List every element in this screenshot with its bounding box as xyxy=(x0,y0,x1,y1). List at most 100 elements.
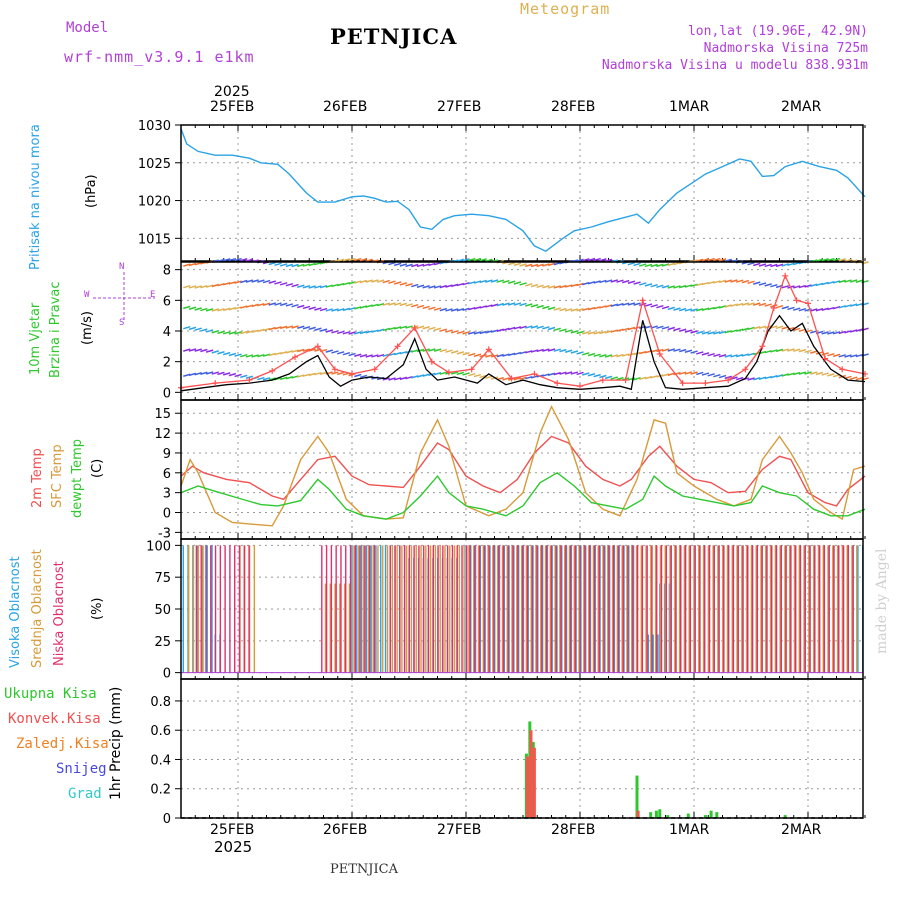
wind-barb xyxy=(485,258,493,263)
wind-barb xyxy=(342,307,351,312)
wind-barb xyxy=(576,371,584,376)
wind-barb xyxy=(502,327,510,332)
wind-barb xyxy=(547,348,556,352)
wind-barb xyxy=(405,283,413,287)
wind-barb xyxy=(342,258,351,262)
wind-barb xyxy=(217,258,225,263)
wind-barb xyxy=(633,262,641,267)
wind-barb xyxy=(821,258,829,262)
cloud-label-low: Niska Oblacnost xyxy=(52,561,67,666)
wind-barb xyxy=(274,262,282,267)
wind-barb xyxy=(211,350,219,354)
year-label-bottom: 2025 xyxy=(214,838,253,856)
wind-barb xyxy=(456,258,465,263)
wind-barb xyxy=(707,352,715,357)
wind-barb xyxy=(359,374,368,379)
wind-barb xyxy=(798,348,807,353)
wind-barb xyxy=(832,257,841,262)
wind-barb xyxy=(188,348,197,352)
wind-barb xyxy=(673,307,681,311)
wind-barb xyxy=(815,308,824,312)
wind-barb xyxy=(627,302,636,306)
wind-barb xyxy=(553,371,561,376)
precip-bar xyxy=(666,815,670,818)
wind-barb xyxy=(525,303,533,307)
wind-barb xyxy=(792,371,801,376)
wind-barb xyxy=(507,261,516,266)
wind-barb xyxy=(405,303,413,307)
wind-barb xyxy=(365,330,373,334)
wind-barb xyxy=(462,331,470,335)
wind-barb xyxy=(342,351,351,356)
y-tick-label: 1030 xyxy=(138,119,171,134)
wind-barb xyxy=(559,284,567,289)
wind-barb xyxy=(587,331,596,335)
wind-barb xyxy=(827,352,835,357)
wind-barb xyxy=(587,281,596,285)
wind-barb xyxy=(365,258,373,263)
wind-barb xyxy=(433,348,442,352)
wind-barb xyxy=(787,326,795,331)
wind-barb xyxy=(319,371,328,375)
wind-barb xyxy=(507,326,516,331)
wind-barb xyxy=(308,262,316,267)
wind-barb xyxy=(188,262,197,267)
wind-barb xyxy=(536,348,544,353)
wind-barb xyxy=(485,375,493,380)
wind-barb xyxy=(775,304,784,309)
y-tick-label: 0 xyxy=(163,667,171,682)
wind-barb xyxy=(371,303,379,308)
wind-barb xyxy=(758,376,767,380)
precip-bar xyxy=(658,809,662,818)
wind-barb xyxy=(473,353,482,357)
wind-barb xyxy=(234,280,242,284)
wind-barb xyxy=(530,349,539,353)
wind-barb xyxy=(399,325,408,330)
gust-marker xyxy=(468,366,475,373)
wind-barb xyxy=(428,326,436,331)
wind-barb xyxy=(331,371,339,375)
wind-barb xyxy=(422,263,430,267)
station-title: PETNJICA xyxy=(330,24,458,49)
wind-barb xyxy=(433,371,442,376)
gust-marker xyxy=(485,346,492,353)
wind-barb xyxy=(462,307,470,312)
compass-e: E xyxy=(150,290,156,300)
wind-barb xyxy=(393,281,402,285)
cloud-unit: (%) xyxy=(90,597,105,621)
wind-barb xyxy=(547,285,556,289)
wind-barb xyxy=(336,308,345,312)
wind-barb xyxy=(753,326,761,330)
wind-barb xyxy=(673,285,681,289)
wind-barb xyxy=(639,282,647,286)
wind-barb xyxy=(456,371,465,376)
wind-barb xyxy=(827,280,835,285)
wind-barb xyxy=(582,258,590,262)
wind-barb xyxy=(804,329,812,333)
wind-barb xyxy=(810,371,818,375)
wind-barb xyxy=(279,325,288,330)
gust-marker xyxy=(212,380,219,387)
wind-barb xyxy=(211,308,219,312)
wind-barb xyxy=(268,377,276,381)
wind-barb xyxy=(291,283,299,288)
wind-barb xyxy=(291,263,299,268)
wind-barb xyxy=(485,304,493,308)
wind-barb xyxy=(827,306,835,311)
wind-barb xyxy=(724,304,732,308)
wind-barb xyxy=(838,279,846,284)
wind-barb xyxy=(411,263,419,268)
wind-barb xyxy=(576,351,584,355)
wind-barb xyxy=(792,285,801,289)
wind-barb xyxy=(656,325,664,330)
wind-barb xyxy=(798,328,807,333)
wind-barb xyxy=(183,284,191,289)
wind-barb xyxy=(188,372,197,377)
wind-barb xyxy=(257,302,265,307)
wind-barb xyxy=(297,304,305,309)
y-tick-label: 0.2 xyxy=(150,783,171,798)
wind-barb xyxy=(513,262,522,267)
wind-barb xyxy=(599,374,607,379)
wind-barb xyxy=(724,279,732,283)
wind-barb xyxy=(582,331,590,335)
